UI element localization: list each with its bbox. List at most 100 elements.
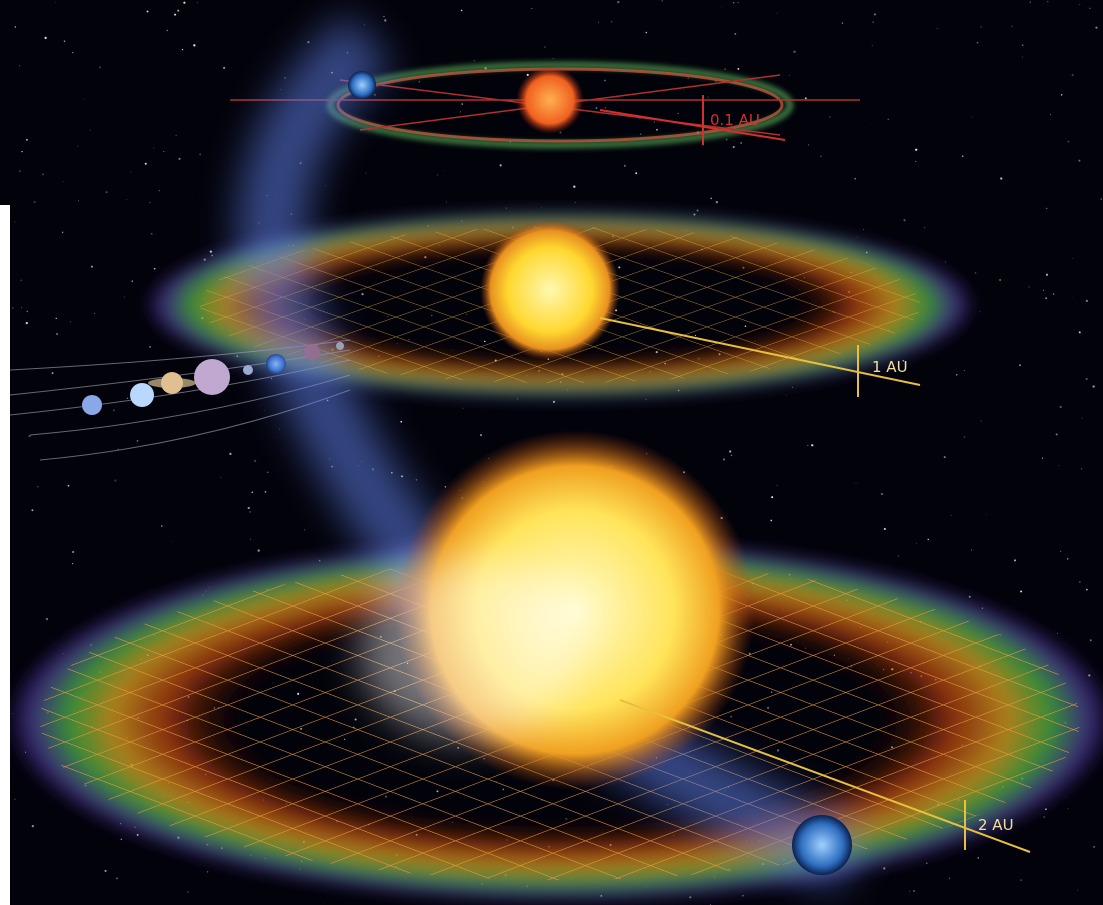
star [89,129,91,131]
star [21,150,23,153]
star [304,529,306,531]
star [1059,405,1062,409]
star [62,181,64,183]
star [11,306,14,309]
star [617,0,620,4]
star [1100,198,1102,200]
star [999,279,1001,281]
star [902,359,905,362]
star [944,261,946,263]
star [279,428,281,430]
star [677,113,679,115]
star [1055,433,1058,436]
star [263,409,265,411]
star [364,24,365,26]
star [776,484,778,486]
star [732,146,735,149]
star [730,454,733,457]
star [639,133,642,135]
star [980,26,982,28]
earth-3 [792,815,852,875]
star [916,543,917,545]
star [722,458,726,461]
star [444,170,446,172]
star [804,97,807,100]
star [1045,297,1048,300]
star [197,2,198,3]
star [1071,74,1074,77]
star [595,107,598,110]
star [785,394,788,396]
star [721,6,723,8]
star [273,436,274,438]
star [1089,639,1092,642]
star [187,891,189,893]
star [78,200,79,202]
star [177,9,180,12]
star [1021,44,1024,47]
star [251,491,254,494]
star [36,485,39,488]
star [1021,56,1023,58]
star [740,142,742,144]
star [14,798,16,801]
star [541,206,542,208]
star [28,435,31,438]
star [499,164,502,167]
star [1029,1,1031,3]
star [887,118,889,120]
star [645,31,648,34]
star [93,312,95,314]
star [683,89,684,91]
star [56,333,58,335]
star [104,869,107,872]
star [90,265,93,268]
star [710,197,712,200]
star [25,321,29,325]
star [33,200,36,204]
star [971,549,973,551]
star [249,538,251,540]
star [126,397,129,400]
star [820,155,822,158]
star [131,280,133,282]
star [136,440,139,442]
star [149,345,152,348]
star [105,191,108,194]
star [284,77,286,79]
star [223,66,226,69]
star [682,128,684,130]
star [31,825,34,828]
star [729,450,732,453]
star [707,96,709,98]
scale-label: 2 AU [978,816,1014,834]
star [1079,581,1081,583]
star [25,138,28,141]
star [696,209,699,212]
star [915,160,917,163]
star [130,171,132,173]
star [181,48,184,51]
star [146,10,149,13]
star [324,903,326,905]
star [19,65,21,67]
star [153,147,155,149]
star [1056,632,1058,634]
star [792,386,794,388]
star [253,459,257,463]
star [737,68,740,70]
star [873,13,876,16]
star [872,21,874,23]
star [1085,377,1088,380]
star [915,148,918,151]
star [247,506,250,510]
star [1043,816,1045,818]
star [175,134,177,137]
scale-label: 0.1 AU [710,111,760,129]
star [1072,258,1073,259]
star [950,514,952,516]
star [257,549,260,552]
star [400,420,403,423]
star [1011,25,1013,27]
star [365,172,367,174]
